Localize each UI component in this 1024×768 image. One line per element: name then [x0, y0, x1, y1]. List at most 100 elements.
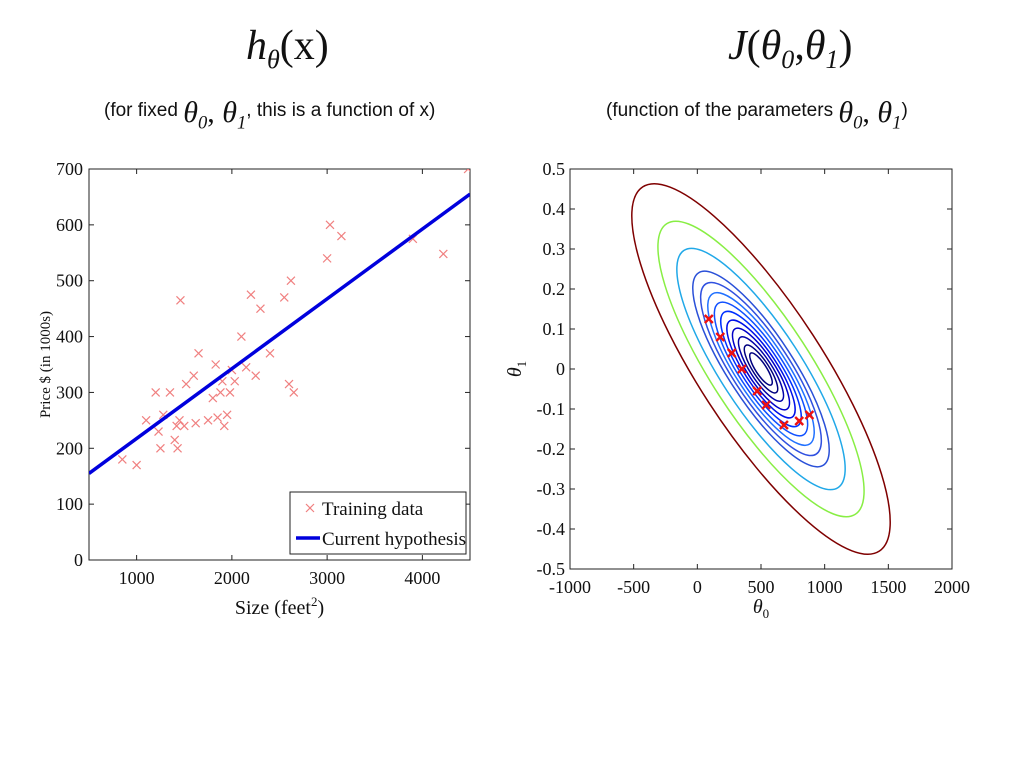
- contour-line: [676, 247, 846, 491]
- training-data-point: [154, 427, 163, 436]
- caption-theta0: θ: [183, 96, 198, 129]
- open-paren: (: [746, 23, 761, 69]
- training-data-point: [438, 249, 448, 259]
- caption-comma: ,: [862, 96, 878, 129]
- y-tick-label: 700: [56, 159, 83, 179]
- caption-text-end: , this is a function of x): [246, 100, 436, 121]
- y-tick-label: 500: [56, 271, 83, 291]
- y-tick-label: 300: [56, 382, 83, 402]
- contour-line: [731, 327, 791, 411]
- training-data-point: [170, 435, 180, 445]
- y-tick-label: -0.2: [537, 439, 566, 459]
- y-tick-label: 0.3: [543, 239, 566, 259]
- y-tick-label: 0: [556, 359, 565, 379]
- y-tick-label: 0: [74, 550, 83, 570]
- training-data-point: [256, 304, 265, 314]
- training-data-point: [132, 460, 142, 470]
- training-data-point: [336, 231, 346, 241]
- training-data-point: [322, 253, 332, 263]
- hypothesis-line: [89, 192, 470, 475]
- y-tick-label: 600: [56, 215, 83, 235]
- legend-label-training: Training data: [322, 499, 424, 520]
- caption-theta1-sub: 1: [892, 112, 902, 134]
- training-data-point: [172, 421, 182, 431]
- caption-theta0-sub: 0: [853, 112, 863, 134]
- y-tick-label: 100: [56, 494, 83, 514]
- training-data-point: [216, 388, 225, 397]
- legend-box: [289, 491, 467, 555]
- descent-step-marker: [715, 332, 726, 342]
- theta0-sub: 0: [781, 45, 795, 75]
- y-tick-label: -0.4: [537, 519, 566, 539]
- descent-step-marker: [804, 410, 815, 420]
- hypothesis-title: hθ(x): [246, 22, 329, 75]
- descent-step-marker: [779, 420, 789, 430]
- training-data-point: [463, 169, 470, 174]
- cost-contour-chart: -1000 -500 0 500 1000 1500 2000 -0.5 -0.4 -0.3 -0.…: [504, 159, 970, 621]
- training-data-point: [211, 360, 221, 369]
- y-tick-label: -0.5: [537, 559, 566, 579]
- training-data-point: [236, 332, 246, 341]
- x-tick-label: 500: [748, 577, 775, 597]
- comma: ,: [794, 23, 805, 69]
- y-tick-label: -0.3: [537, 479, 566, 499]
- contour-line: [737, 336, 785, 402]
- descent-step-marker: [752, 386, 763, 396]
- close-paren: ): [838, 23, 853, 69]
- training-data-point: [151, 388, 161, 397]
- x-tick-label: 2000: [934, 577, 970, 597]
- y-tick-label: 0.2: [543, 279, 566, 299]
- caption-theta0: θ: [838, 96, 854, 129]
- x-tick-label: 4000: [404, 568, 440, 588]
- training-data-point: [222, 410, 232, 420]
- cost-title: J(θ0,θ1): [728, 22, 852, 75]
- contour-line: [699, 281, 823, 457]
- legend-label-hypothesis: Current hypothesis: [322, 529, 466, 550]
- training-data-point: [189, 371, 199, 381]
- housing-scatter-chart: 1000 2000 3000 4000 0 100 200 300 400 500 600 700 Si…: [38, 159, 471, 619]
- caption-text: (function of the parameters: [606, 100, 839, 121]
- training-data-point: [191, 418, 201, 428]
- x-axis-label: θ0: [753, 596, 769, 621]
- training-data-point: [194, 348, 203, 358]
- training-data-point: [241, 362, 251, 372]
- training-data-point: [181, 379, 191, 389]
- caption-theta1: θ: [877, 96, 893, 129]
- contour-line: [707, 291, 815, 447]
- contour-line: [692, 270, 830, 468]
- training-data-point: [279, 293, 289, 302]
- training-data-point: [289, 388, 299, 397]
- y-axis-label: Price $ (in 1000s): [38, 311, 54, 418]
- h-symbol: h: [246, 23, 267, 69]
- training-data-point: [213, 413, 223, 422]
- contour-line: [720, 310, 802, 428]
- training-data-point: [203, 415, 213, 425]
- descent-step-marker: [703, 314, 714, 324]
- right-caption: (function of the parameters θ0, θ1): [606, 96, 908, 135]
- plot-area: [89, 169, 470, 475]
- contour-line: [749, 352, 773, 386]
- descent-step-marker: [737, 364, 747, 374]
- plot-frame: [569, 168, 953, 570]
- training-data-point: [173, 443, 183, 453]
- legend-marker-training: [305, 503, 315, 513]
- training-data-point: [156, 443, 165, 453]
- x-tick-label: 2000: [214, 568, 250, 588]
- caption-text-end: ): [901, 100, 908, 121]
- training-data-point: [265, 348, 275, 358]
- training-data-point: [165, 388, 175, 397]
- y-tick-label: 0.4: [543, 199, 566, 219]
- theta0: θ: [760, 23, 782, 69]
- x-tick-label: -500: [617, 577, 650, 597]
- training-data-point: [325, 220, 335, 230]
- contour-line: [713, 301, 809, 437]
- training-data-point: [230, 376, 240, 386]
- contour-line: [726, 319, 796, 419]
- training-data-point: [141, 415, 151, 425]
- descent-step-marker: [726, 348, 737, 358]
- y-tick-label: 200: [56, 438, 83, 458]
- j-symbol: J: [728, 23, 747, 69]
- y-tick-label: 0.1: [543, 319, 566, 339]
- training-data-point: [246, 290, 256, 300]
